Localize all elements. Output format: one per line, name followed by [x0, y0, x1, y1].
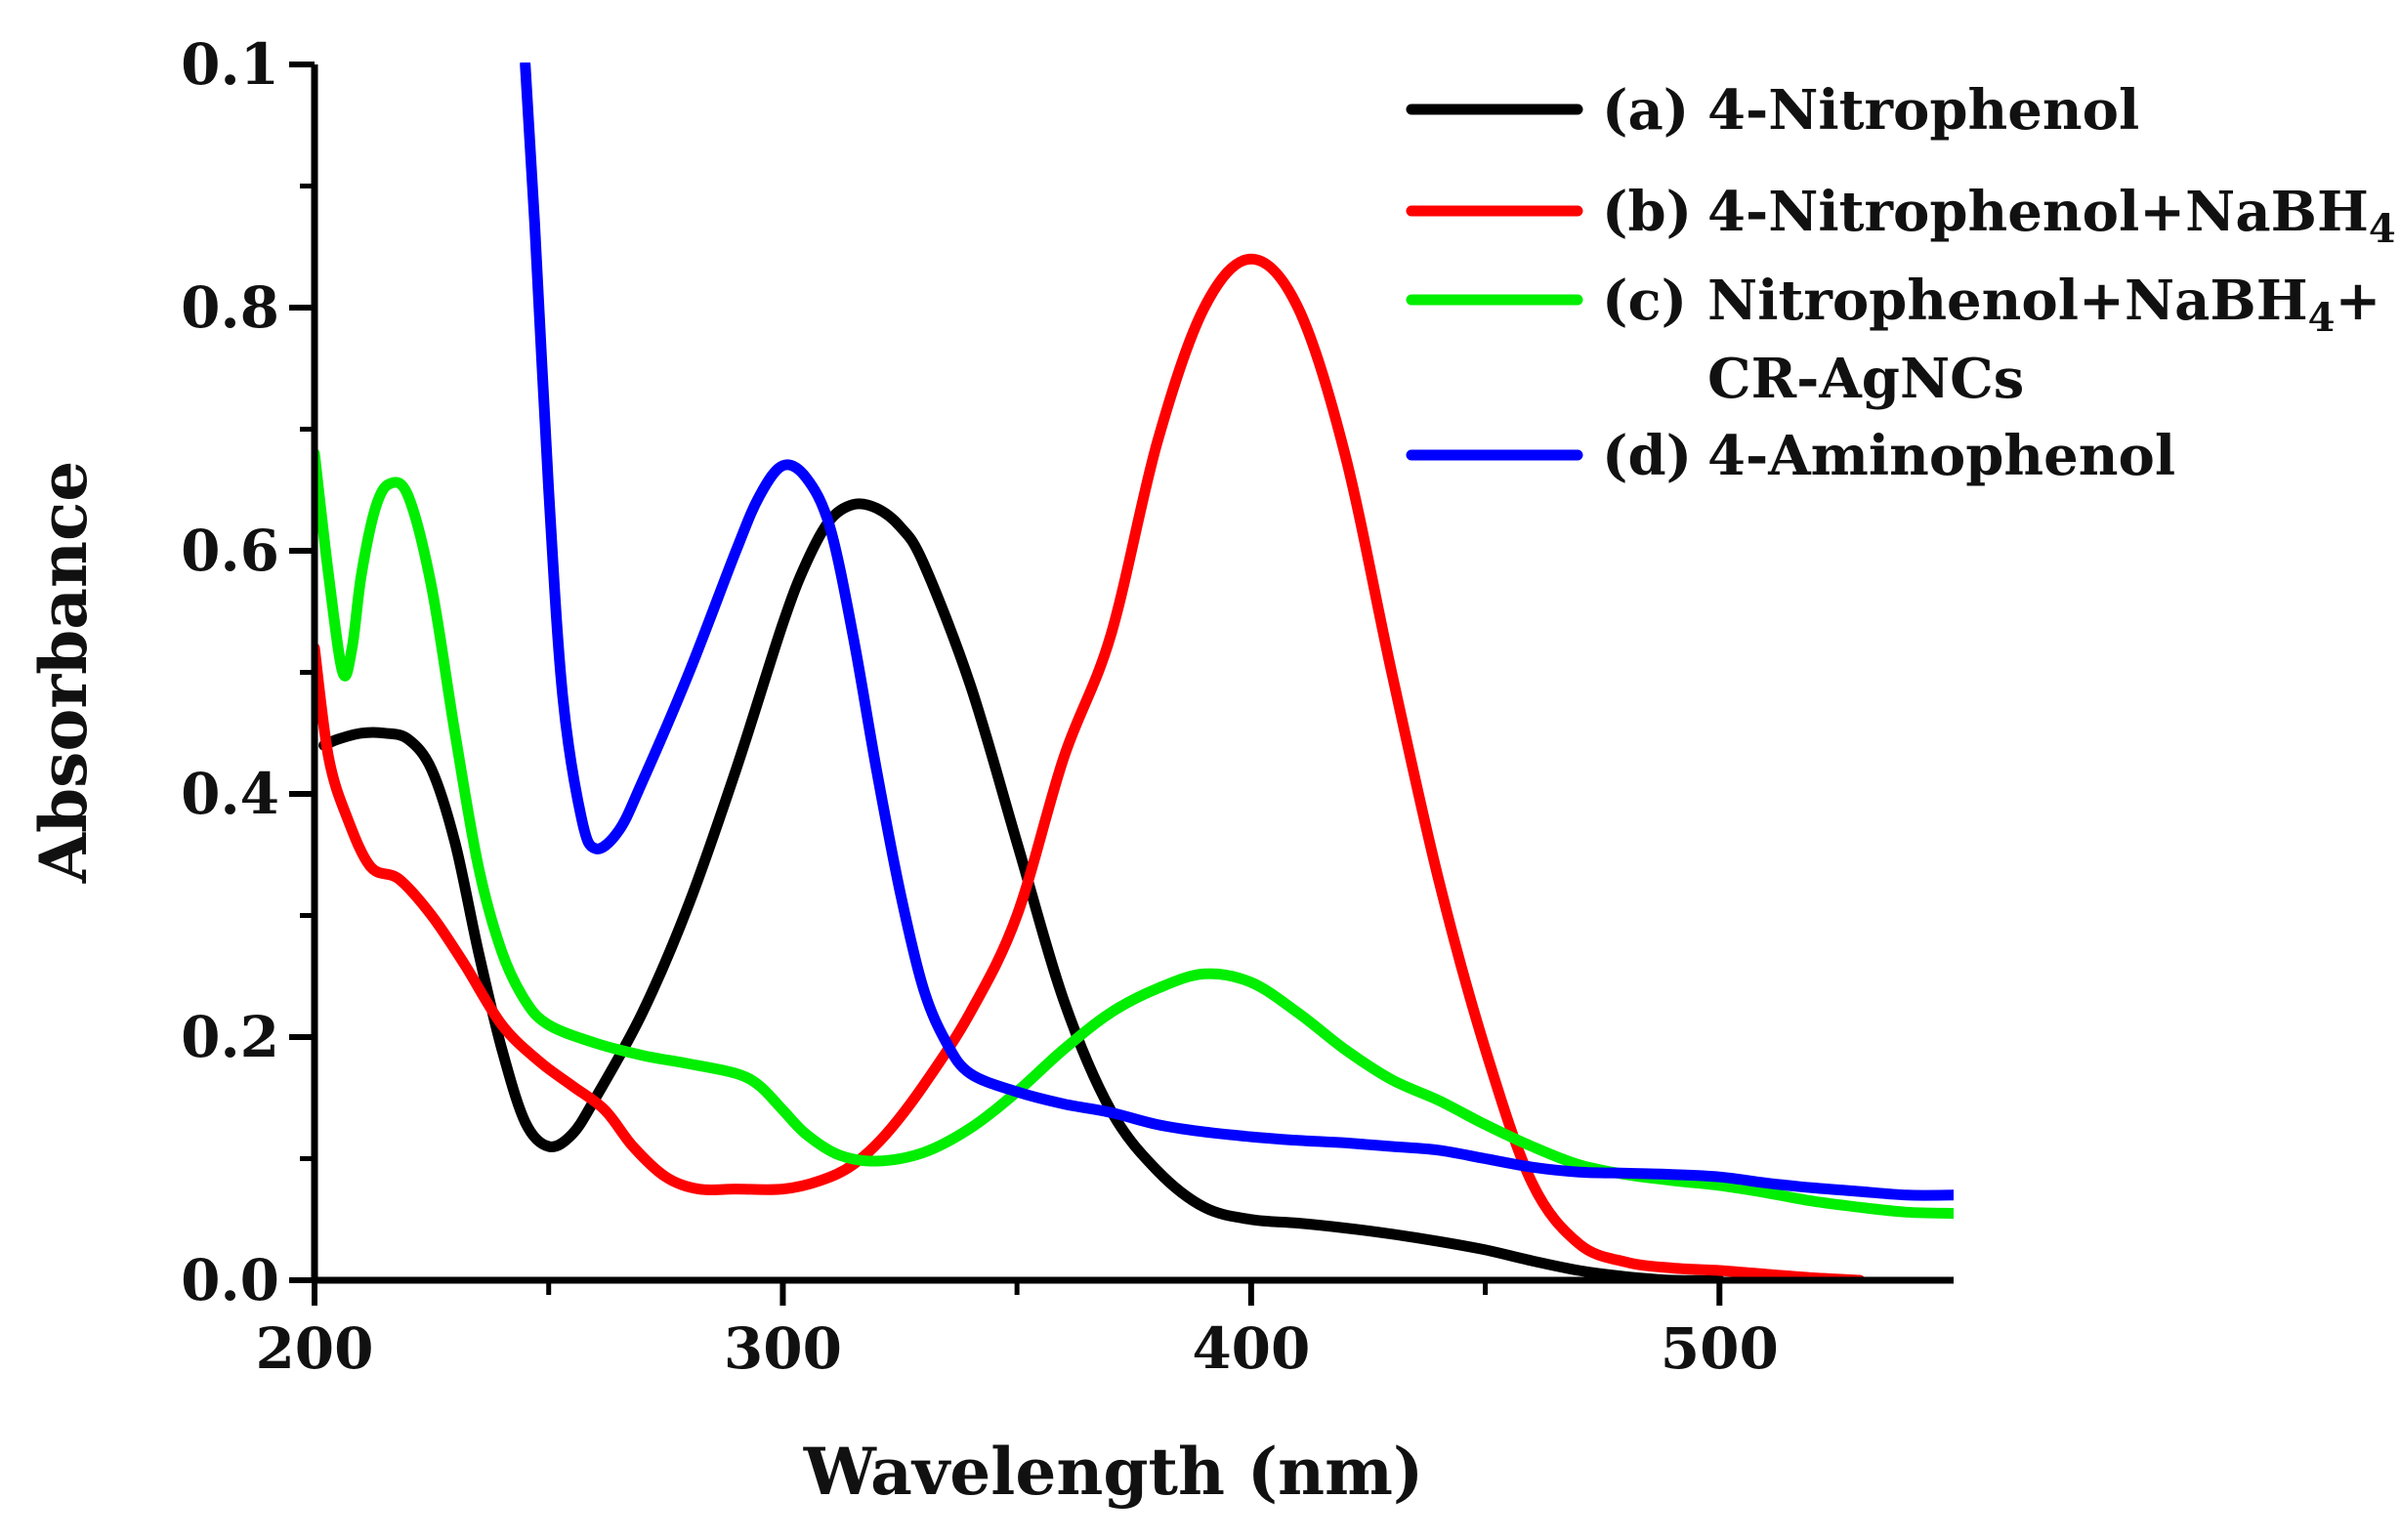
ticks-layer: 0.0 0.2 0.4 0.6 0.8 0.1 200 300 400 500 [181, 31, 1779, 1382]
legend-label: 4-Aminophenol [1707, 424, 2175, 488]
legend: (a) 4-Nitrophenol(b) 4-Nitrophenol+NaBH4(c… [1406, 78, 2396, 488]
y-tick-label: 0.0 [181, 1247, 279, 1313]
y-tick-label: 0.1 [181, 31, 279, 98]
x-tick-label: 400 [1192, 1315, 1310, 1382]
series-line-4-nitrophenol [318, 498, 1725, 1280]
y-tick-label: 0.8 [181, 274, 279, 341]
series-layer [315, 62, 1954, 1280]
legend-label: 4-Nitrophenol [1707, 78, 2139, 143]
legend-label-line2: CR-AgNCs [1707, 347, 2024, 411]
legend-label: 4-Nitrophenol+NaBH4 [1707, 180, 2396, 252]
legend-prefix: (b) [1602, 180, 1692, 244]
legend-subscript: 4 [2308, 295, 2336, 341]
legend-suffix: + [2336, 269, 2381, 333]
x-tick-label: 200 [255, 1315, 373, 1382]
series-line-4-aminophenol [520, 62, 1954, 1201]
legend-subscript: 4 [2369, 206, 2396, 252]
y-axis-title: Absorbance [25, 461, 102, 884]
y-tick-label: 0.6 [181, 518, 279, 584]
legend-label-text: 4-Aminophenol [1707, 424, 2175, 488]
y-tick-label: 0.2 [181, 1004, 279, 1070]
y-tick-label: 0.4 [181, 761, 279, 827]
x-tick-label: 300 [724, 1315, 842, 1382]
legend-label: Nitrophenol+NaBH4+ [1707, 269, 2380, 341]
x-tick-label: 500 [1661, 1315, 1779, 1382]
series-line-nitrophenol-nabh4-cr-agncs [315, 447, 1954, 1219]
legend-prefix: (d) [1602, 424, 1692, 488]
x-axis-title: Wavelength (nm) [803, 1434, 1423, 1510]
legend-label-text: 4-Nitrophenol+NaBH [1707, 180, 2369, 244]
legend-label-text: 4-Nitrophenol [1707, 78, 2139, 143]
legend-label-text: Nitrophenol+NaBH [1707, 269, 2308, 333]
legend-prefix: (a) [1602, 78, 1689, 143]
legend-prefix: (c) [1602, 269, 1687, 333]
series-line-4-nitrophenol-nabh4 [315, 253, 1866, 1280]
